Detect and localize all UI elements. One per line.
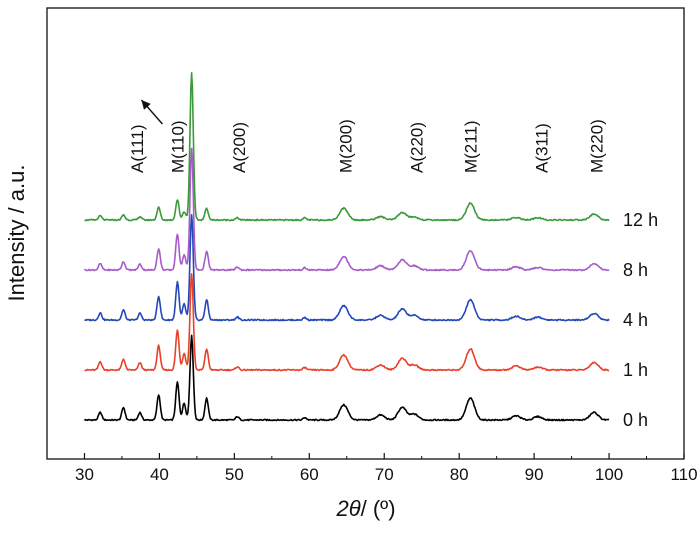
x-axis: 30 40 50 60 70 80 90 100 110 [46,453,698,484]
x-axis-title: 2θ/ (º) [335,496,395,521]
series-label: 8 h [623,260,648,280]
x-tick-label: 80 [450,465,469,484]
annotation-layer: A(111) M(110) A(200) M(200) A(220) M(211) A(31… [128,99,606,173]
series-line-8h [83,147,610,272]
x-axis-title-unit: / (º) [361,496,396,521]
peak-annotation: M(110) [168,120,187,173]
x-tick-label: 40 [150,465,169,484]
x-tick-label: 110 [670,465,697,484]
x-tick-label: 90 [525,465,544,484]
x-tick-label: 30 [75,465,94,484]
series-layer: 0 h 1 h 4 h 8 h 12 h [83,72,658,430]
x-tick-label: 70 [375,465,394,484]
series-line-12h [84,72,610,222]
x-tick-label: 50 [225,465,244,484]
peak-annotation: M(200) [336,119,355,173]
peak-annotation: A(111) [128,124,147,173]
series-label: 12 h [623,210,658,230]
y-axis-title: Intensity / a.u. [4,165,29,302]
peak-annotation: M(211) [461,120,480,173]
peak-annotation: A(200) [230,122,249,173]
x-axis-title-symbol: 2θ [335,496,360,521]
series-label: 0 h [623,410,648,430]
x-tick-label: 60 [300,465,319,484]
peak-annotation: A(220) [407,122,426,173]
peak-annotation: M(220) [587,119,606,173]
series-line-0h [83,334,610,422]
annotation-arrow-head [141,100,151,110]
x-tick-label: 100 [595,465,623,484]
series-label: 1 h [623,360,648,380]
series-label: 4 h [623,310,648,330]
plot-frame [46,7,685,460]
series-line-1h [84,273,610,372]
series-line-4h [84,214,610,322]
peak-annotation: A(311) [533,123,552,173]
